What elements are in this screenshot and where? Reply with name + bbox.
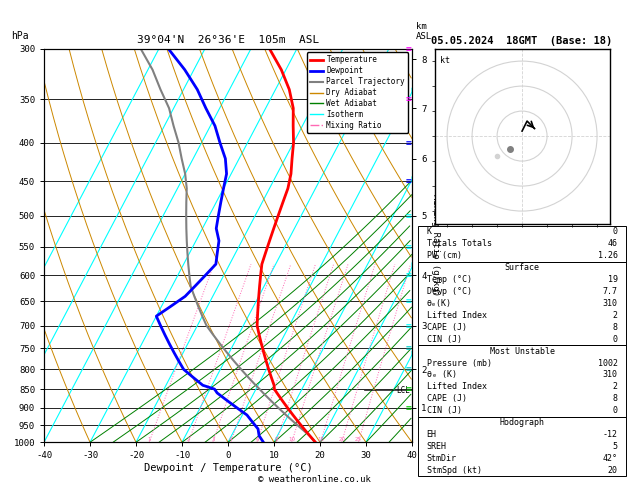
Text: 2: 2 xyxy=(613,311,618,320)
Bar xyxy=(418,226,626,262)
Text: Surface: Surface xyxy=(504,263,540,272)
Text: Lifted Index: Lifted Index xyxy=(426,311,487,320)
Text: 1.26: 1.26 xyxy=(598,251,618,260)
Bar xyxy=(418,345,626,417)
Text: Totals Totals: Totals Totals xyxy=(426,240,492,248)
Text: Most Unstable: Most Unstable xyxy=(489,347,555,356)
Text: 42°: 42° xyxy=(603,454,618,463)
Text: EH: EH xyxy=(426,430,437,439)
Text: θₑ(K): θₑ(K) xyxy=(426,299,452,308)
Text: LCL: LCL xyxy=(397,386,411,395)
Text: hPa: hPa xyxy=(11,31,28,41)
Text: SREH: SREH xyxy=(426,442,447,451)
Text: 310: 310 xyxy=(603,370,618,380)
Text: 2: 2 xyxy=(187,437,191,442)
Text: 3: 3 xyxy=(211,437,214,442)
Legend: Temperature, Dewpoint, Parcel Trajectory, Dry Adiabat, Wet Adiabat, Isotherm, Mi: Temperature, Dewpoint, Parcel Trajectory… xyxy=(306,52,408,133)
Text: 1: 1 xyxy=(147,437,151,442)
Text: ≡: ≡ xyxy=(406,403,412,413)
Text: CAPE (J): CAPE (J) xyxy=(426,323,467,332)
Text: Dewp (°C): Dewp (°C) xyxy=(426,287,472,296)
Text: 6: 6 xyxy=(255,437,259,442)
Text: ≡: ≡ xyxy=(406,270,412,280)
Title: 39°04'N  26°36'E  105m  ASL: 39°04'N 26°36'E 105m ASL xyxy=(137,35,319,45)
Text: 8: 8 xyxy=(613,394,618,403)
Text: Hodograph: Hodograph xyxy=(499,418,545,427)
Text: 0: 0 xyxy=(613,335,618,344)
Text: ≡: ≡ xyxy=(406,384,412,394)
Text: CIN (J): CIN (J) xyxy=(426,335,462,344)
Text: StmDir: StmDir xyxy=(426,454,457,463)
Text: θₑ (K): θₑ (K) xyxy=(426,370,457,380)
Text: km
ASL: km ASL xyxy=(416,22,431,41)
Text: ≡: ≡ xyxy=(406,343,412,353)
Text: 4: 4 xyxy=(229,437,233,442)
Text: ≡: ≡ xyxy=(406,138,412,148)
Text: ≡: ≡ xyxy=(406,242,412,252)
Text: 19: 19 xyxy=(608,275,618,284)
Text: 20: 20 xyxy=(338,437,345,442)
Text: ≡: ≡ xyxy=(406,176,412,186)
Text: 8: 8 xyxy=(275,437,278,442)
Text: -12: -12 xyxy=(603,430,618,439)
Text: 7.7: 7.7 xyxy=(603,287,618,296)
Text: 5: 5 xyxy=(613,442,618,451)
Text: StmSpd (kt): StmSpd (kt) xyxy=(426,466,482,475)
Text: ≡: ≡ xyxy=(406,210,412,221)
Text: kt: kt xyxy=(440,56,450,65)
Text: 0: 0 xyxy=(613,406,618,415)
Text: 46: 46 xyxy=(608,240,618,248)
Bar xyxy=(418,417,626,476)
Text: 1002: 1002 xyxy=(598,359,618,367)
Text: © weatheronline.co.uk: © weatheronline.co.uk xyxy=(258,474,371,484)
Text: 310: 310 xyxy=(603,299,618,308)
Text: ≡: ≡ xyxy=(406,296,412,306)
X-axis label: Dewpoint / Temperature (°C): Dewpoint / Temperature (°C) xyxy=(143,463,313,473)
Text: 2: 2 xyxy=(613,382,618,391)
Text: CAPE (J): CAPE (J) xyxy=(426,394,467,403)
Text: 10: 10 xyxy=(288,437,295,442)
Text: Lifted Index: Lifted Index xyxy=(426,382,487,391)
Text: ≡: ≡ xyxy=(406,321,412,330)
Text: Temp (°C): Temp (°C) xyxy=(426,275,472,284)
Text: CIN (J): CIN (J) xyxy=(426,406,462,415)
Text: 15: 15 xyxy=(317,437,324,442)
Text: ≡: ≡ xyxy=(406,364,412,374)
Text: 20: 20 xyxy=(608,466,618,475)
Text: 05.05.2024  18GMT  (Base: 18): 05.05.2024 18GMT (Base: 18) xyxy=(431,36,613,46)
Text: 25: 25 xyxy=(355,437,362,442)
Text: K: K xyxy=(426,227,431,237)
Bar xyxy=(418,262,626,345)
Text: ≡: ≡ xyxy=(406,94,412,104)
Text: Pressure (mb): Pressure (mb) xyxy=(426,359,492,367)
Text: ≡: ≡ xyxy=(406,44,412,53)
Text: PW (cm): PW (cm) xyxy=(426,251,462,260)
Text: 8: 8 xyxy=(613,323,618,332)
Y-axis label: Mixing Ratio (g/kg): Mixing Ratio (g/kg) xyxy=(431,194,440,296)
Text: 0: 0 xyxy=(613,227,618,237)
